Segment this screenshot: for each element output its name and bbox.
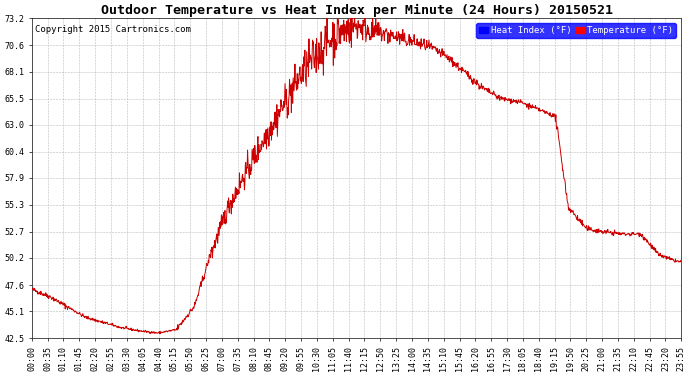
Title: Outdoor Temperature vs Heat Index per Minute (24 Hours) 20150521: Outdoor Temperature vs Heat Index per Mi… [101,4,613,17]
Legend: Heat Index (°F), Temperature (°F): Heat Index (°F), Temperature (°F) [476,23,676,38]
Text: Copyright 2015 Cartronics.com: Copyright 2015 Cartronics.com [35,25,191,34]
